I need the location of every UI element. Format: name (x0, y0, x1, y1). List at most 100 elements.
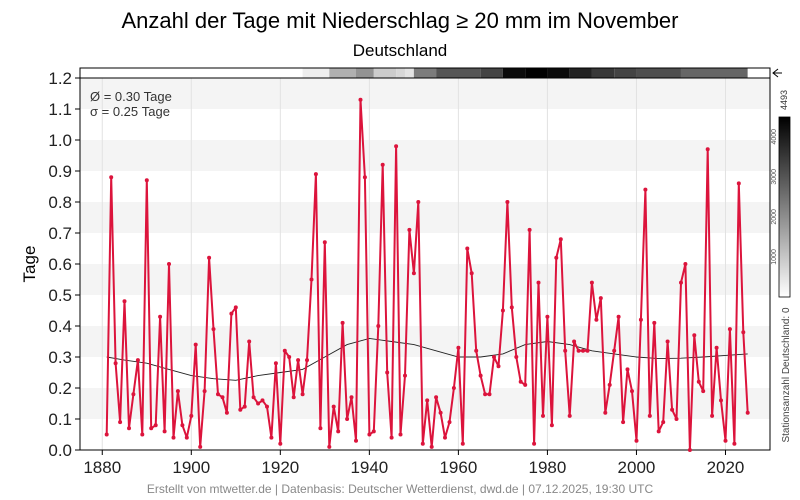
data-point (429, 444, 434, 449)
x-tick-label: 1980 (529, 458, 567, 477)
data-point (327, 444, 332, 449)
footer-credit: Erstellt von mtwetter.de | Datenbasis: D… (147, 482, 654, 496)
station-bar-segment (680, 68, 748, 78)
data-point (563, 348, 568, 353)
colorbar-tick-label: 2000 (771, 209, 778, 225)
data-point (736, 181, 741, 186)
data-point (247, 339, 252, 344)
background-band (80, 202, 770, 233)
data-point (621, 420, 626, 425)
data-point (567, 413, 572, 418)
data-point (127, 426, 131, 431)
data-point (581, 348, 585, 353)
data-point (656, 429, 661, 434)
data-point (371, 429, 376, 434)
data-point (345, 417, 350, 421)
data-point (140, 432, 145, 437)
data-point (407, 227, 412, 232)
y-axis-label: Tage (20, 246, 39, 283)
data-point (394, 144, 399, 149)
data-point (492, 355, 496, 359)
data-point (443, 435, 447, 440)
data-point (696, 379, 701, 384)
colorbar-max-label: 4493 (779, 90, 789, 110)
data-point (630, 389, 634, 394)
y-tick-label: 0.8 (48, 193, 72, 212)
data-point (727, 327, 732, 332)
station-bar-segment (413, 68, 437, 78)
data-point (576, 348, 581, 353)
data-point (278, 441, 283, 446)
x-axis-ticks: 1880 1900 1920 1940 1960 1980 2000 2020 (83, 450, 744, 477)
data-point (607, 382, 612, 387)
data-point (260, 398, 265, 403)
data-point (265, 404, 269, 409)
data-point (220, 395, 225, 400)
data-point (318, 426, 323, 431)
data-point (398, 432, 403, 437)
data-point (385, 370, 390, 375)
data-point (652, 320, 657, 325)
data-point (358, 97, 363, 102)
data-point (376, 324, 381, 328)
station-bar-segment (591, 68, 615, 78)
data-point (309, 277, 314, 282)
station-bar-segment (525, 68, 548, 78)
station-bar-segment (569, 68, 592, 78)
data-point (198, 444, 203, 449)
station-count-label: Stationsanzahl Deutschland: 0 (781, 307, 792, 443)
data-point (509, 305, 514, 310)
data-point (202, 389, 207, 394)
y-tick-label: 1.0 (48, 131, 72, 150)
data-point (589, 280, 594, 285)
data-point (233, 305, 238, 310)
data-point (665, 339, 670, 344)
data-point (661, 420, 666, 425)
data-point (465, 246, 470, 251)
data-point (474, 348, 479, 353)
data-point (291, 395, 296, 400)
data-point (612, 348, 617, 353)
data-point (144, 178, 149, 183)
data-point (354, 438, 358, 443)
data-series-november (104, 97, 750, 452)
station-bar-segment (502, 68, 526, 78)
data-point (483, 392, 488, 397)
data-point (545, 314, 550, 319)
y-tick-label: 0.9 (48, 162, 72, 181)
y-tick-label: 0.0 (48, 441, 72, 460)
data-point (723, 438, 728, 443)
station-bar-segment (747, 68, 770, 78)
data-point (420, 441, 425, 446)
data-point (701, 389, 706, 394)
data-point (380, 162, 385, 167)
data-point (175, 389, 180, 394)
data-point (113, 361, 118, 366)
data-point (216, 392, 220, 397)
station-bar-segment (636, 68, 681, 78)
data-point (710, 413, 715, 418)
data-point (745, 410, 750, 415)
data-point (527, 227, 532, 232)
x-tick-label: 1900 (172, 458, 210, 477)
data-point (269, 435, 274, 440)
x-tick-label: 1920 (261, 458, 299, 477)
x-tick-label: 1940 (350, 458, 388, 477)
y-tick-label: 0.2 (48, 379, 72, 398)
data-point (692, 333, 697, 338)
data-point (162, 429, 167, 434)
data-point (336, 429, 341, 434)
data-point (741, 330, 746, 335)
data-point (456, 345, 461, 350)
y-tick-label: 1.1 (48, 100, 72, 119)
data-point (500, 308, 505, 313)
chart-subtitle: Deutschland (353, 41, 448, 60)
colorbar-tick-label: 3000 (771, 169, 778, 185)
data-point (273, 361, 278, 366)
data-point (300, 392, 305, 397)
mean-annotation: Ø = 0.30 Tage (90, 89, 172, 104)
sd-annotation: σ = 0.25 Tage (90, 104, 170, 119)
colorbar-tick-label: 4000 (771, 129, 778, 145)
data-point (505, 200, 510, 204)
